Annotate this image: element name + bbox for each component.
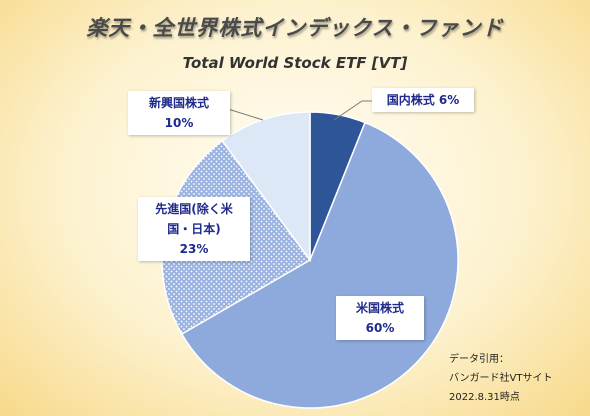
label-emerging-name: 新興国株式 — [148, 96, 209, 110]
label-us-pct: 60% — [365, 321, 395, 335]
source-note: データ引用： バンガード社VTサイト 2022.8.31時点 — [449, 350, 552, 407]
leader-lines — [227, 100, 372, 121]
leader-line-emerging — [227, 108, 264, 121]
source-line-3: 2022.8.31時点 — [449, 392, 520, 403]
leader-line-domestic — [333, 100, 372, 121]
chart-title: 楽天・全世界株式インデックス・ファンド — [86, 16, 504, 40]
data-label-domestic: 国内株式 6% — [372, 88, 474, 112]
data-label-developed: 先進国(除く米 国・日本) 23% — [138, 197, 250, 261]
label-us-name: 米国株式 — [355, 301, 404, 315]
slice-emerging — [221, 111, 311, 263]
label-developed-pct: 23% — [179, 242, 209, 256]
label-developed-line2: 国・日本) — [167, 222, 221, 236]
label-developed-line1: 先進国(除く米 — [155, 202, 233, 216]
source-line-1: データ引用： — [449, 354, 509, 365]
data-label-us: 米国株式 60% — [336, 296, 424, 340]
chart-subtitle: Total World Stock ETF [VT] — [182, 54, 408, 72]
label-emerging-pct: 10% — [164, 116, 194, 130]
data-label-emerging: 新興国株式 10% — [128, 91, 230, 135]
label-domestic-text: 国内株式 6% — [386, 93, 460, 107]
source-line-2: バンガード社VTサイト — [449, 373, 553, 384]
